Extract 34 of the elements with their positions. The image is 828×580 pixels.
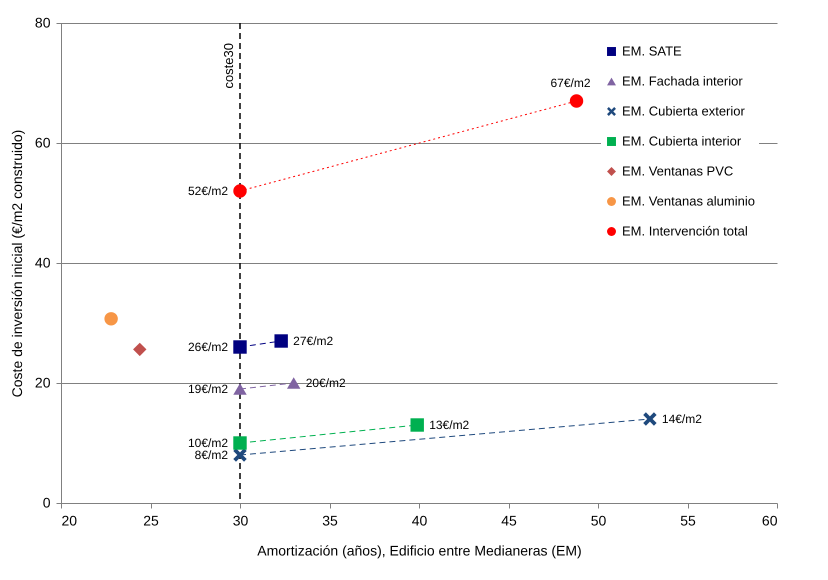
legend-label: EM. Cubierta interior bbox=[622, 134, 742, 148]
y-tick-label: 40 bbox=[34, 254, 51, 270]
data-label: 14€/m2 bbox=[662, 412, 702, 426]
y-tick-label: 60 bbox=[34, 134, 51, 150]
legend-label: EM. Fachada interior bbox=[622, 74, 744, 88]
data-label: 67€/m2 bbox=[550, 76, 591, 90]
x-tick-label: 25 bbox=[143, 512, 159, 528]
y-tick-label: 80 bbox=[34, 14, 51, 30]
x-tick-label: 50 bbox=[590, 512, 606, 528]
x-axis-title: Amortización (años), Edificio entre Medianeras (EM) bbox=[257, 542, 582, 558]
legend-label: EM. Cubierta exterior bbox=[622, 104, 746, 118]
x-tick-label: 40 bbox=[412, 512, 428, 528]
data-label: 8€/m2 bbox=[194, 448, 228, 462]
x-tick-label: 45 bbox=[501, 512, 517, 528]
data-label: 13€/m2 bbox=[429, 418, 470, 432]
x-tick-label: 20 bbox=[62, 512, 78, 528]
x-tick-label: 35 bbox=[322, 512, 338, 528]
data-label: 20€/m2 bbox=[306, 376, 346, 390]
legend-label: EM. Ventanas PVC bbox=[622, 164, 734, 178]
y-tick-label: 20 bbox=[34, 374, 51, 390]
legend-label: EM. SATE bbox=[622, 44, 682, 58]
data-label: 52€/m2 bbox=[188, 184, 228, 198]
data-label: 10€/m2 bbox=[188, 436, 228, 450]
data-label: 19€/m2 bbox=[188, 382, 228, 396]
legend-label: EM. Ventanas aluminio bbox=[622, 194, 755, 208]
y-tick-label: 0 bbox=[42, 494, 51, 510]
x-tick-label: 30 bbox=[232, 512, 248, 528]
data-label: 27€/m2 bbox=[293, 334, 334, 348]
x-tick-label: 55 bbox=[680, 512, 696, 528]
x-tick-label: 60 bbox=[762, 512, 778, 528]
data-label: 26€/m2 bbox=[188, 340, 228, 354]
legend-label: EM. Intervención total bbox=[622, 224, 748, 238]
ref-line-label: coste30 bbox=[221, 43, 236, 89]
y-axis-title: Coste de inversión inicial (€/m2 construido) bbox=[8, 130, 25, 398]
